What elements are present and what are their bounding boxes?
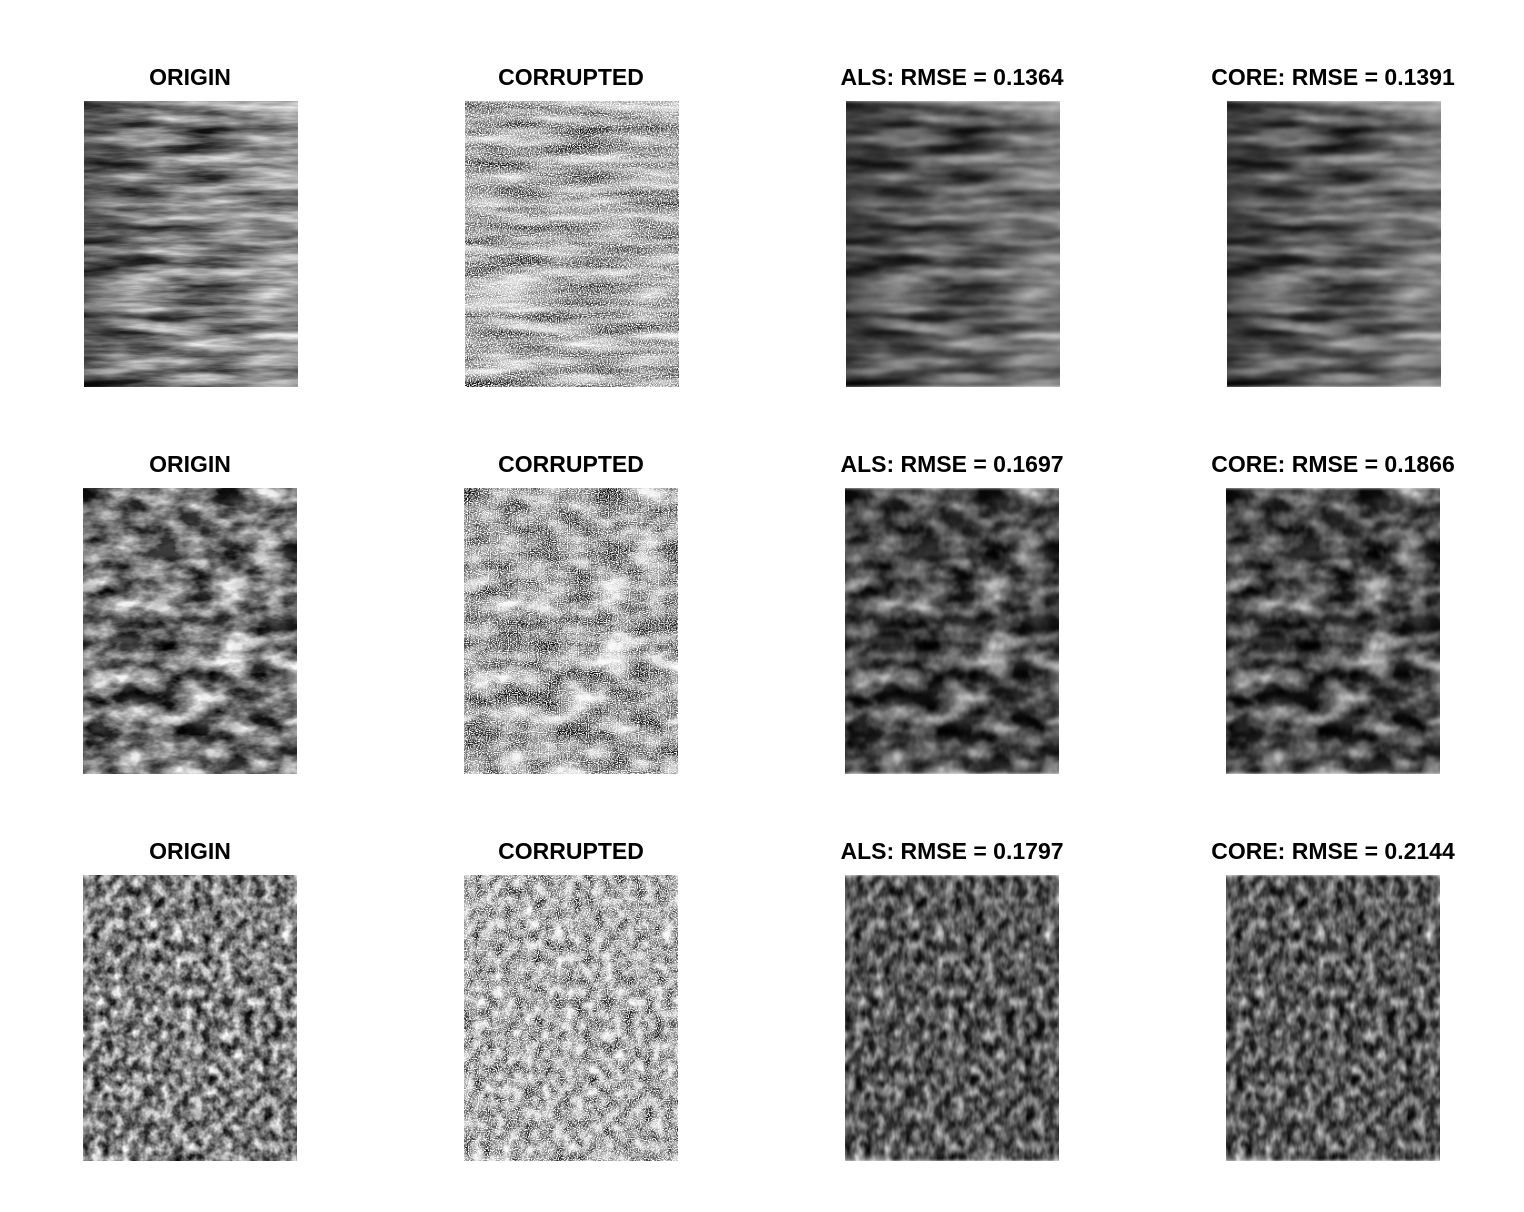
- texture-fill: [1226, 488, 1440, 774]
- panel-title-origin: ORIGIN: [149, 64, 231, 90]
- image-als-r1: [846, 101, 1060, 387]
- shading-overlay: [1227, 101, 1441, 387]
- panel-title-origin: ORIGIN: [149, 451, 231, 477]
- image-corrupted-r2: [464, 488, 678, 774]
- panel-title-als-rmse: ALS: RMSE = 0.1364: [840, 64, 1064, 90]
- image-core-r1: [1227, 101, 1441, 387]
- texture-fill: [464, 875, 678, 1161]
- image-origin-r1: [84, 101, 298, 387]
- panel-title-core-rmse: CORE: RMSE = 0.2144: [1211, 838, 1455, 864]
- texture-fill: [845, 875, 1059, 1161]
- texture-fill: [465, 101, 679, 387]
- panel-title-core-rmse: CORE: RMSE = 0.1391: [1211, 64, 1455, 90]
- texture-fill: [83, 875, 297, 1161]
- texture-fill: [845, 488, 1059, 774]
- shading-overlay: [84, 101, 298, 387]
- panel-title-corrupted: CORRUPTED: [498, 838, 644, 864]
- image-core-r3: [1226, 875, 1440, 1161]
- image-corrupted-r3: [464, 875, 678, 1161]
- texture-fill: [83, 488, 297, 774]
- panel-title-als-rmse: ALS: RMSE = 0.1797: [840, 838, 1064, 864]
- panel-title-corrupted: CORRUPTED: [498, 451, 644, 477]
- panel-title-corrupted: CORRUPTED: [498, 64, 644, 90]
- image-origin-r2: [83, 488, 297, 774]
- image-als-r3: [845, 875, 1059, 1161]
- image-core-r2: [1226, 488, 1440, 774]
- texture-fill: [464, 488, 678, 774]
- shading-overlay: [846, 101, 1060, 387]
- image-als-r2: [845, 488, 1059, 774]
- panel-title-origin: ORIGIN: [149, 838, 231, 864]
- panel-title-als-rmse: ALS: RMSE = 0.1697: [840, 451, 1064, 477]
- image-corrupted-r1: [465, 101, 679, 387]
- image-origin-r3: [83, 875, 297, 1161]
- panel-title-core-rmse: CORE: RMSE = 0.1866: [1211, 451, 1455, 477]
- texture-fill: [1226, 875, 1440, 1161]
